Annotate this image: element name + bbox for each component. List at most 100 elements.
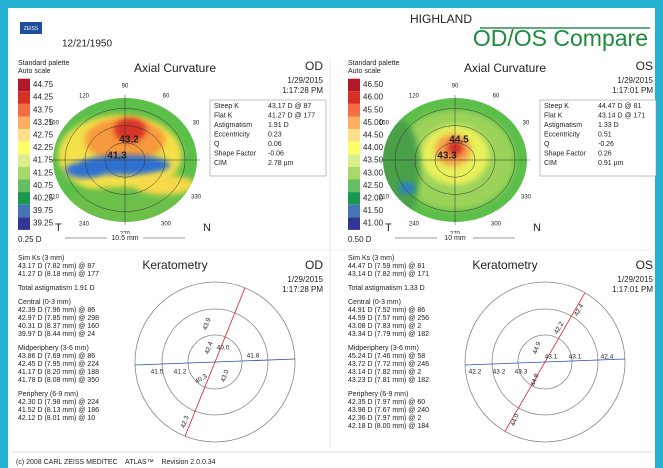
group-heading: Total astigmatism 1.91 D	[18, 285, 95, 292]
scale-swatch	[348, 154, 360, 167]
stat-value: 41.27 D @ 177	[268, 112, 315, 119]
k-reading: 41.17 D (8.20 mm) @ 188	[18, 369, 99, 376]
k-reading: 43.86 D (7.69 mm) @ 86	[18, 353, 95, 360]
scale-label: 41.75	[33, 156, 54, 165]
stat-value: 1.33 D	[598, 122, 619, 129]
palette: Standard palette	[18, 60, 69, 67]
scale-swatch	[348, 103, 360, 117]
angle-label: 120	[79, 93, 90, 99]
scale-label: 43.00	[363, 168, 384, 177]
eye: OS	[636, 258, 653, 272]
angle-label: 90	[452, 84, 459, 90]
k-reading: 43.98 D (7.67 mm) @ 240	[348, 407, 429, 414]
center-value: 43.3	[437, 151, 457, 162]
stat-value: 0.26	[598, 150, 612, 157]
size-bg	[437, 234, 473, 242]
k-reading: 41.27 D (8.18 mm) @ 177	[18, 271, 99, 278]
stat-label: CIM	[544, 160, 557, 167]
k-reading: 44.91 D (7.52 mm) @ 86	[348, 307, 425, 314]
angle-label: 240	[409, 222, 420, 228]
k-reading: 45.24 D (7.46 mm) @ 58	[348, 353, 425, 360]
map-zone	[399, 182, 415, 194]
palette: Standard palette	[348, 60, 399, 67]
exam-date: 1/29/2015	[617, 76, 653, 85]
angle-label: 60	[493, 93, 500, 99]
scale-swatch	[348, 192, 360, 205]
group-heading: Total astigmatism 1.33 D	[348, 285, 425, 292]
scale-label: 45.00	[363, 118, 384, 127]
size-bg	[107, 234, 143, 242]
scale-swatch	[348, 217, 360, 230]
scale-label: 39.75	[33, 206, 54, 215]
k-reading: 43.34 D (7.79 mm) @ 182	[348, 331, 429, 338]
zone-value: 44.0	[510, 413, 521, 428]
scale-swatch	[18, 217, 30, 230]
k-reading: 42.97 D (7.85 mm) @ 298	[18, 315, 99, 322]
scale-step: 0.25 D	[18, 235, 42, 244]
scale-swatch	[348, 204, 360, 218]
footer: (c) 2008 CARL ZEISS MEDITEC ATLAS™ Revis…	[16, 459, 216, 466]
scale-label: 41.25	[33, 168, 54, 177]
scale-swatch	[348, 166, 360, 180]
exam-date: 1/29/2015	[617, 275, 653, 284]
map-zone	[135, 175, 195, 195]
exam-time: 1:17:01 PM	[612, 285, 653, 294]
scale-swatch	[18, 103, 30, 117]
angle-label: 90	[122, 84, 129, 90]
zone-value: 43.9	[202, 317, 213, 332]
nasal: N	[203, 222, 211, 234]
center-value: 43.2	[119, 135, 139, 146]
group-heading: Midperiphery (3-6 mm)	[348, 345, 419, 352]
stat-label: Flat K	[544, 112, 563, 119]
group-heading: Central (0-3 mm)	[18, 299, 71, 306]
stat-value: 1.91 D	[268, 122, 289, 129]
k-reading: 39.97 D (8.44 mm) @ 24	[18, 331, 95, 338]
eye: OS	[636, 59, 653, 73]
k-reading: 43.23 D (7.81 mm) @ 182	[348, 377, 429, 384]
stat-label: Q	[544, 141, 550, 148]
k-reading: 42.30 D (7.98 mm) @ 224	[18, 399, 99, 406]
group-heading: Periphery (6-9 mm)	[18, 391, 78, 398]
scale-label: 43.50	[363, 156, 384, 165]
scale-swatch	[18, 179, 30, 193]
scale-swatch	[348, 141, 360, 155]
scale-label: 44.00	[363, 143, 384, 152]
scale-label: 39.25	[33, 219, 54, 228]
scale-label: 45.50	[363, 105, 384, 114]
stat-label: Flat K	[214, 112, 233, 119]
map-title: Axial Curvature	[134, 61, 216, 75]
scale-label: 44.50	[363, 131, 384, 140]
scale-swatch	[18, 204, 30, 218]
scale-label: 44.75	[33, 80, 54, 89]
temporal: T	[385, 222, 392, 234]
eye: OD	[305, 258, 323, 272]
map-size: 10.5 mm	[111, 235, 138, 242]
exam-time: 1:17:01 PM	[612, 86, 653, 95]
zone-value: 43.1	[569, 354, 582, 361]
k-reading: 44.59 D (7.57 mm) @ 256	[348, 315, 429, 322]
center-value: 41.3	[107, 151, 127, 162]
map-title: Axial Curvature	[464, 61, 546, 75]
k-reading: 42.12 D (8.01 mm) @ 10	[18, 415, 95, 422]
center-value: 44.5	[449, 135, 469, 146]
k-reading: 42.35 D (7.97 mm) @ 60	[348, 399, 425, 406]
k-reading: 43.72 D (7.72 mm) @ 246	[348, 361, 429, 368]
stats-box	[539, 99, 657, 177]
scale-step: 0.50 D	[348, 235, 372, 244]
group-heading: Midperiphery (3-6 mm)	[18, 345, 89, 352]
scale-swatch	[348, 129, 360, 142]
group-heading: Sim Ks (3 mm)	[348, 255, 394, 262]
zone-value: 42.4	[601, 354, 614, 361]
angle-label: 330	[191, 195, 202, 201]
angle-label: 60	[163, 93, 170, 99]
scale-swatch	[348, 91, 360, 104]
scale-swatch	[18, 192, 30, 205]
scale-label: 40.25	[33, 194, 54, 203]
scale-label: 40.75	[33, 181, 54, 190]
stat-label: Eccentricity	[214, 131, 250, 138]
stat-label: Steep K	[214, 103, 239, 110]
logo-box	[20, 22, 42, 34]
angle-label: 150	[379, 121, 390, 127]
scale-label: 46.00	[363, 93, 384, 102]
scale-swatch	[18, 141, 30, 155]
